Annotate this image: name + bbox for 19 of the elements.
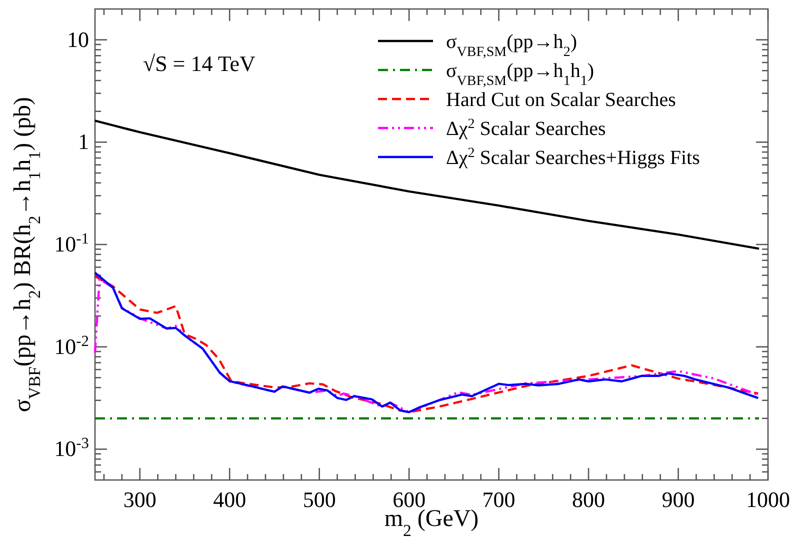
y-tick-label: 10 bbox=[67, 26, 89, 52]
x-tick-label: 400 bbox=[213, 487, 246, 512]
y-tick-label: 10$^{-2}$ bbox=[54, 332, 89, 359]
legend-label: Hard Cut on Scalar Searches bbox=[446, 89, 676, 111]
legend-label: Δχ$^{2}$ Scalar Searches+Higgs Fits bbox=[446, 146, 700, 169]
x-tick-label: 800 bbox=[572, 487, 606, 512]
y-tick-label: 10$^{-3}$ bbox=[54, 434, 90, 462]
x-tick-label: 500 bbox=[302, 487, 336, 512]
x-tick-label: 700 bbox=[482, 487, 516, 512]
x-tick-label: 300 bbox=[123, 487, 156, 512]
y-tick-label: 10$^{-1}$ bbox=[54, 230, 89, 256]
y-tick-label: 1 bbox=[78, 129, 89, 154]
x-tick-label: 900 bbox=[662, 487, 695, 512]
legend-label: Δχ$^{2}$ Scalar Searches bbox=[446, 116, 606, 140]
legend-label: σ$_{VBF,SM}$(pp→h$_{2}$) bbox=[446, 31, 577, 60]
x-tick-label: 1000 bbox=[746, 487, 790, 512]
legend-label: σ$_{VBF,SM}$(pp→h$_{1}$h$_{1}$) bbox=[446, 60, 594, 88]
x-axis-title: m$_{2}$ (GeV) bbox=[384, 506, 479, 540]
annotation: √S = 14 TeV bbox=[143, 51, 256, 76]
